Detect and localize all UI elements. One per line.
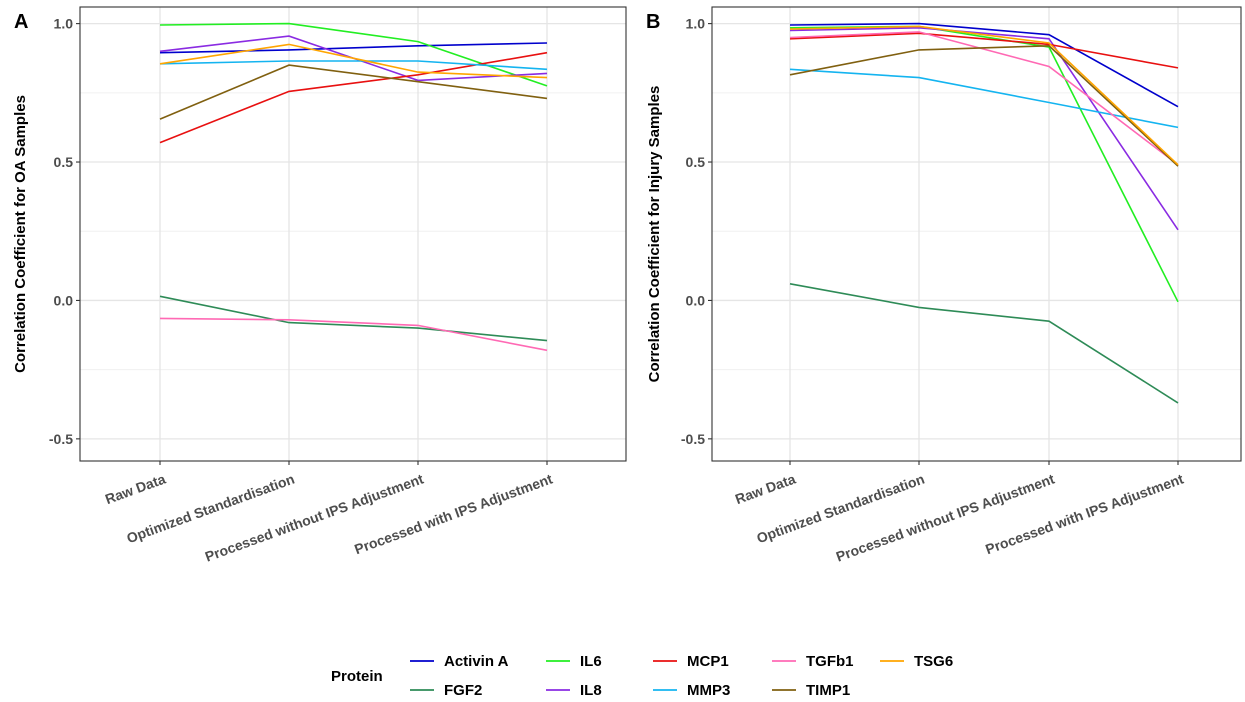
series-line-activin-a — [789, 22, 1179, 108]
panel-b-tag: B — [646, 11, 660, 33]
x-tick-label: Processed without IPS Adjustment — [203, 470, 426, 564]
panel-a-y-axis-title: Correlation Coefficient for OA Samples — [12, 95, 29, 373]
legend-label: MCP1 — [687, 653, 729, 670]
legend-label: Activin A — [444, 653, 509, 670]
y-tick-label: 0.5 — [686, 154, 706, 170]
legend-label: MMP3 — [687, 682, 730, 699]
y-tick-label: 0.0 — [686, 292, 706, 308]
x-tick-label: Processed without IPS Adjustment — [834, 470, 1057, 564]
legend: Protein Activin A FGF2 IL6 IL8 MCP1 MMP3 TGFb1… — [331, 653, 953, 699]
series-line-tsg6 — [789, 25, 1179, 166]
legend-item-mcp1: MCP1 — [653, 653, 729, 670]
y-tick-label: 1.0 — [686, 16, 706, 32]
panel-b-y-axis-title: Correlation Coefficient for Injury Sampl… — [646, 86, 663, 383]
y-tick-label: 0.5 — [54, 154, 74, 170]
panel-b-background — [712, 7, 1241, 461]
legend-item-il6: IL6 — [546, 653, 602, 670]
y-tick-label: -0.5 — [681, 431, 705, 447]
series-line-il8 — [789, 26, 1179, 231]
y-tick-label: 1.0 — [54, 16, 74, 32]
legend-item-tsg6: TSG6 — [880, 653, 953, 670]
legend-label: IL8 — [580, 682, 602, 699]
legend-item-fgf2: FGF2 — [410, 682, 482, 699]
panel-a-tag: A — [14, 11, 28, 33]
legend-title: Protein — [331, 668, 383, 685]
y-tick-label: 0.0 — [54, 292, 74, 308]
panel-a-grid — [80, 7, 626, 461]
legend-item-tgfb1: TGFb1 — [772, 653, 854, 670]
panel-a-border — [79, 6, 627, 462]
panel-a-background — [80, 7, 626, 461]
legend-label: FGF2 — [444, 682, 482, 699]
legend-item-il8: IL8 — [546, 682, 602, 699]
series-line-fgf2 — [789, 283, 1179, 404]
panel-b-lines — [789, 22, 1179, 404]
panel-a-y-ticks: -0.5 0.0 0.5 1.0 — [49, 16, 80, 447]
panel-b-y-ticks: -0.5 0.0 0.5 1.0 — [681, 16, 712, 447]
y-tick-label: -0.5 — [49, 431, 73, 447]
series-line-mmp3 — [159, 60, 548, 71]
series-line-activin-a — [159, 42, 548, 54]
series-line-mcp1 — [789, 32, 1179, 69]
legend-label: IL6 — [580, 653, 602, 670]
legend-item-activin-a: Activin A — [410, 653, 509, 670]
legend-items: Activin A FGF2 IL6 IL8 MCP1 MMP3 TGFb1 TIMP1 TSG… — [410, 653, 953, 699]
series-line-mcp1 — [159, 51, 548, 144]
series-line-timp1 — [789, 44, 1179, 167]
series-line-tsg6 — [159, 43, 548, 79]
x-tick-label: Raw Data — [103, 470, 168, 507]
series-line-fgf2 — [159, 295, 548, 342]
x-tick-label: Raw Data — [733, 470, 798, 507]
panel-a-lines — [159, 22, 548, 352]
legend-label: TSG6 — [914, 653, 953, 670]
series-line-timp1 — [159, 64, 548, 120]
legend-item-timp1: TIMP1 — [772, 682, 850, 699]
series-line-tgfb1 — [159, 317, 548, 352]
legend-label: TIMP1 — [806, 682, 850, 699]
legend-label: TGFb1 — [806, 653, 854, 670]
series-line-tgfb1 — [789, 31, 1179, 166]
legend-item-mmp3: MMP3 — [653, 682, 730, 699]
panel-b-border — [711, 6, 1242, 462]
